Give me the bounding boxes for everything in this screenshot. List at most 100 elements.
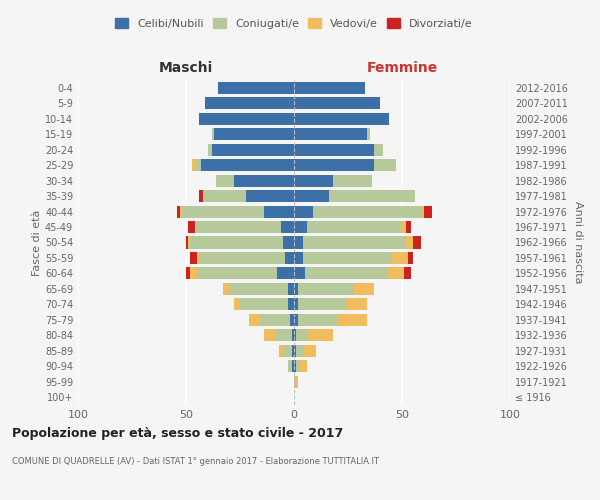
Bar — [264, 330, 275, 342]
Bar — [264, 206, 294, 218]
Bar — [421, 206, 424, 218]
Bar — [283, 236, 294, 248]
Bar — [294, 190, 329, 202]
Bar — [374, 159, 395, 171]
Bar — [275, 330, 292, 342]
Bar — [199, 190, 203, 202]
Bar — [218, 82, 294, 94]
Text: Maschi: Maschi — [159, 62, 213, 76]
Bar — [247, 190, 294, 202]
Bar — [233, 174, 294, 186]
Bar — [283, 345, 292, 357]
Bar — [305, 268, 387, 280]
Y-axis label: Fasce di età: Fasce di età — [32, 210, 42, 276]
Bar — [298, 283, 355, 295]
Bar — [294, 376, 296, 388]
Bar — [294, 159, 374, 171]
Bar — [294, 330, 296, 342]
Bar — [292, 345, 294, 357]
Bar — [188, 236, 190, 248]
Text: Femmine: Femmine — [367, 62, 437, 76]
Bar — [212, 128, 214, 140]
Bar — [194, 221, 281, 233]
Bar — [290, 314, 294, 326]
Bar — [294, 82, 365, 94]
Bar — [313, 206, 421, 218]
Bar — [205, 97, 294, 109]
Bar — [355, 283, 374, 295]
Bar — [186, 268, 190, 280]
Bar — [307, 221, 402, 233]
Bar — [294, 144, 374, 156]
Bar — [179, 206, 182, 218]
Bar — [279, 345, 283, 357]
Y-axis label: Anni di nascita: Anni di nascita — [573, 201, 583, 284]
Bar — [294, 206, 313, 218]
Bar — [346, 298, 367, 310]
Bar — [197, 252, 199, 264]
Bar — [259, 314, 290, 326]
Bar — [212, 144, 294, 156]
Bar — [194, 159, 201, 171]
Bar — [302, 236, 406, 248]
Bar — [182, 206, 264, 218]
Bar — [294, 128, 367, 140]
Bar — [190, 252, 197, 264]
Bar — [286, 252, 294, 264]
Bar — [387, 268, 404, 280]
Text: COMUNE DI QUADRELLE (AV) - Dati ISTAT 1° gennaio 2017 - Elaborazione TUTTITALIA.: COMUNE DI QUADRELLE (AV) - Dati ISTAT 1°… — [12, 458, 379, 466]
Bar — [333, 174, 372, 186]
Bar — [240, 298, 287, 310]
Bar — [296, 360, 301, 372]
Bar — [298, 314, 337, 326]
Bar — [281, 221, 294, 233]
Bar — [294, 174, 333, 186]
Bar — [214, 128, 294, 140]
Bar — [277, 268, 294, 280]
Bar — [233, 298, 240, 310]
Bar — [294, 236, 302, 248]
Bar — [294, 283, 298, 295]
Bar — [186, 236, 188, 248]
Bar — [203, 190, 247, 202]
Bar — [302, 252, 391, 264]
Bar — [296, 330, 307, 342]
Bar — [287, 298, 294, 310]
Bar — [294, 252, 302, 264]
Bar — [287, 360, 292, 372]
Bar — [294, 97, 380, 109]
Bar — [367, 128, 370, 140]
Bar — [296, 345, 302, 357]
Bar — [199, 252, 286, 264]
Bar — [294, 221, 307, 233]
Bar — [413, 236, 421, 248]
Bar — [391, 252, 409, 264]
Text: Popolazione per età, sesso e stato civile - 2017: Popolazione per età, sesso e stato civil… — [12, 428, 343, 440]
Bar — [178, 206, 179, 218]
Bar — [292, 360, 294, 372]
Bar — [402, 221, 406, 233]
Bar — [301, 360, 307, 372]
Bar — [190, 236, 283, 248]
Bar — [197, 268, 277, 280]
Bar — [292, 330, 294, 342]
Bar — [287, 283, 294, 295]
Bar — [248, 314, 259, 326]
Bar — [229, 283, 287, 295]
Bar — [307, 330, 333, 342]
Bar — [337, 314, 367, 326]
Bar — [294, 345, 296, 357]
Bar — [296, 376, 298, 388]
Bar — [190, 268, 197, 280]
Bar — [294, 314, 298, 326]
Bar — [329, 190, 415, 202]
Bar — [294, 268, 305, 280]
Bar — [294, 298, 298, 310]
Bar — [294, 360, 296, 372]
Bar — [424, 206, 432, 218]
Bar — [406, 221, 410, 233]
Bar — [374, 144, 383, 156]
Bar — [188, 221, 194, 233]
Bar — [298, 298, 346, 310]
Bar — [404, 268, 410, 280]
